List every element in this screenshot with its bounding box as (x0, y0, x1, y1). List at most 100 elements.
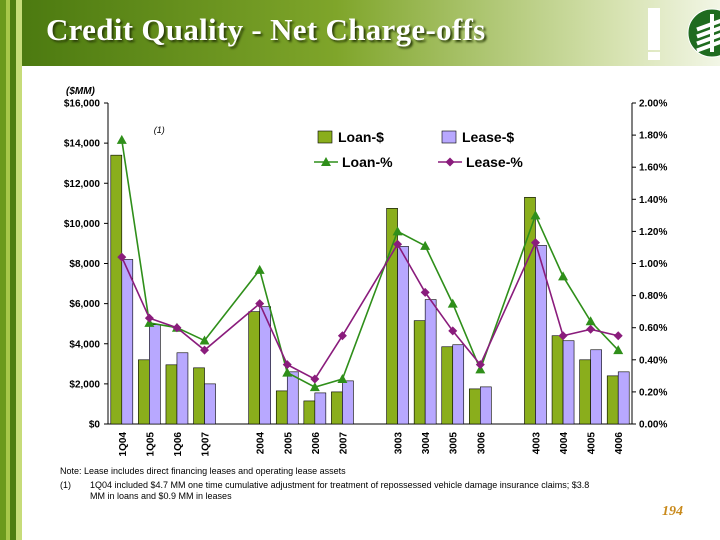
y-tick-label-right: 0.60% (639, 323, 667, 334)
bar-loan (331, 391, 343, 425)
lease-pct-point (420, 287, 430, 297)
x-tick-label: 4006 (614, 432, 625, 455)
loan-pct-point (530, 210, 541, 220)
x-tick-label: 4003 (531, 432, 542, 455)
loan-pct-point (337, 374, 348, 384)
loan-pct-line (120, 139, 619, 388)
y-tick-label-left: $12,000 (64, 179, 101, 190)
bar-lease (259, 306, 271, 425)
bar-loan (248, 311, 260, 425)
legend-swatch-loan (317, 130, 333, 144)
bar-lease (397, 246, 409, 425)
lease-pct-line (121, 240, 619, 381)
lease-pct-point (475, 360, 485, 370)
y-tick-label-right: 1.40% (639, 195, 667, 206)
bar-lease (452, 344, 465, 425)
y-tick-label-right: 0.20% (639, 387, 667, 398)
bar-lease (535, 245, 547, 425)
bar-loan (275, 390, 288, 425)
x-tick-label: 2007 (338, 432, 349, 455)
page-title: Credit Quality - Net Charge-offs (46, 12, 486, 47)
y-tick-label-left: $8,000 (69, 259, 100, 270)
bar-loan (386, 208, 398, 425)
y-tick-label-left: $6,000 (69, 299, 100, 310)
lease-pct-point (310, 374, 320, 384)
y-tick-label-right: 0.40% (639, 355, 667, 366)
legend-swatch-lease (441, 130, 457, 144)
exclamation-dot (648, 52, 660, 60)
bar-loan (579, 359, 591, 425)
loan-pct-point (254, 264, 265, 274)
y-tick-label-right: 1.20% (639, 227, 667, 238)
legend-label-lease: Lease-$ (462, 129, 514, 145)
lease-pct-point (393, 239, 403, 249)
legend-marker-loan-pct (321, 157, 331, 166)
bar-lease (617, 371, 630, 425)
loan-pct-point (116, 134, 127, 144)
x-tick-label: 4005 (587, 432, 598, 455)
page-number: 194 (662, 504, 683, 519)
lease-pct-point (200, 345, 210, 355)
x-tick-label: 2004 (256, 432, 267, 455)
legend-label-lease-pct: Lease-% (466, 154, 523, 170)
bar-lease (314, 392, 327, 425)
bar-lease (424, 299, 437, 425)
chart-annotation: (1) (154, 125, 165, 135)
y-tick-label-left: $14,000 (64, 139, 101, 150)
units-label: ($MM) (66, 86, 96, 97)
chart-note: Note: Lease includes direct financing le… (60, 466, 346, 476)
y-tick-label-left: $0 (89, 420, 101, 431)
y-tick-label-right: 0.00% (639, 420, 667, 431)
loan-pct-point (585, 316, 596, 326)
legend-label-loan: Loan-$ (338, 129, 384, 145)
bar-loan (110, 154, 123, 425)
lease-pct-point (117, 252, 127, 262)
lease-pct-point (613, 331, 623, 341)
x-tick-label: 2006 (311, 432, 322, 455)
bar-loan (441, 346, 454, 425)
lease-pct-point (558, 331, 568, 341)
lease-pct-point (172, 323, 182, 333)
bar-lease (204, 383, 216, 425)
footnote-line-2: MM in loans and $0.9 MM in leases (90, 491, 232, 501)
y-tick-label-left: $16,000 (64, 99, 101, 110)
y-tick-label-right: 1.60% (639, 163, 667, 174)
bar-loan (606, 375, 619, 425)
x-tick-label: 3005 (449, 432, 460, 455)
bar-lease (149, 324, 161, 425)
bar-lease (176, 352, 189, 425)
x-tick-label: 1Q04 (118, 432, 129, 457)
bar-loan (551, 335, 564, 425)
x-tick-label: 2005 (283, 432, 294, 455)
bar-loan (138, 359, 150, 425)
bar-loan (303, 400, 316, 425)
y-tick-label-right: 0.80% (639, 291, 667, 302)
bar-lease (590, 349, 602, 425)
x-tick-label: 1Q05 (145, 432, 156, 457)
loan-pct-point (613, 345, 624, 355)
lease-pct-point (337, 331, 347, 341)
lease-pct-point (255, 299, 265, 309)
bar-loan (413, 320, 426, 425)
y-tick-label-left: $4,000 (69, 339, 100, 350)
legend-label-loan-pct: Loan-% (342, 154, 393, 170)
bar-lease (342, 380, 354, 425)
y-tick-label-right: 1.00% (639, 259, 667, 270)
legend-marker-lease-pct (445, 157, 455, 167)
lease-pct-point (144, 313, 154, 323)
loan-pct-point (447, 298, 458, 308)
x-tick-label: 1Q07 (201, 432, 212, 457)
loan-pct-point (392, 226, 403, 236)
y-tick-label-right: 2.00% (639, 99, 667, 110)
lease-pct-point (586, 324, 596, 334)
y-tick-label-right: 1.80% (639, 131, 667, 142)
x-tick-label: 3006 (476, 432, 487, 455)
y-tick-label-left: $10,000 (64, 219, 101, 230)
x-tick-label: 3004 (421, 432, 432, 455)
x-tick-label: 3003 (394, 432, 405, 455)
bar-loan (193, 367, 205, 425)
loan-pct-point (309, 382, 320, 392)
y-tick-label-left: $2,000 (69, 379, 100, 390)
bar-loan (165, 364, 178, 425)
